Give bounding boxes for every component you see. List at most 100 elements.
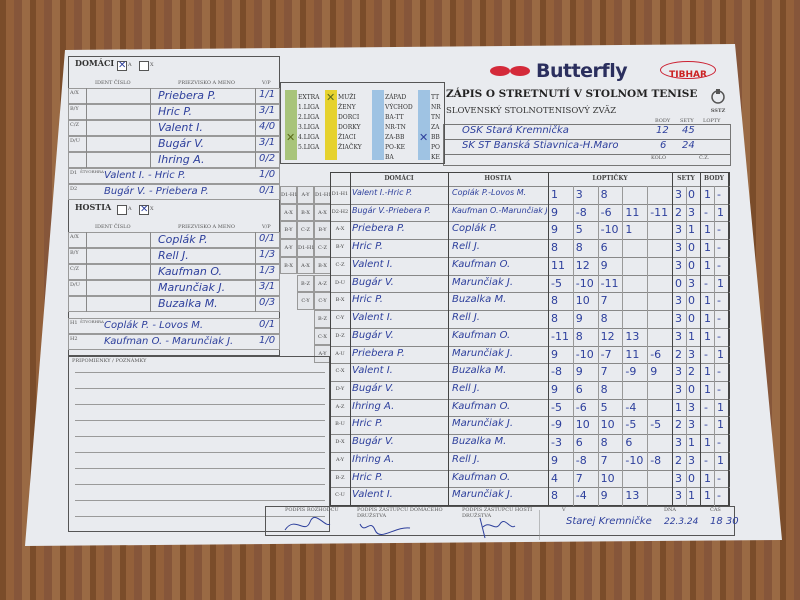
divider xyxy=(255,104,256,120)
match-point: - xyxy=(717,436,721,450)
match-point: - xyxy=(717,312,721,326)
divider xyxy=(86,136,87,152)
match-set-score: 9 xyxy=(575,312,583,326)
pairing-order-cell: A-Y xyxy=(280,239,297,257)
guest-player-name[interactable]: Rell J. xyxy=(158,249,189,262)
match-home-player: Priebera P. xyxy=(352,347,405,359)
guest-option-x-checkbox[interactable]: ✕ xyxy=(139,204,149,215)
guest-option-a-checkbox[interactable] xyxy=(117,205,127,215)
category-extra[interactable]: EXTRA xyxy=(298,94,320,101)
category-eny[interactable]: ŽENY xyxy=(338,104,356,111)
match-point: 1 xyxy=(717,276,724,290)
category-5liga[interactable]: 5.LIGA xyxy=(298,144,320,151)
category-batt[interactable]: BA-TT xyxy=(385,114,404,121)
category-po[interactable]: PO xyxy=(431,144,440,151)
match-set-score: 8 xyxy=(600,436,608,450)
category-nrtn[interactable]: NR-TN xyxy=(385,124,406,131)
home-player-name[interactable]: Valent I. xyxy=(158,121,203,134)
category-2liga[interactable]: 2.LIGA xyxy=(298,114,320,121)
guest-player-name[interactable]: Buzalka M. xyxy=(158,297,218,310)
guest-player-name[interactable]: Kaufman O. xyxy=(158,265,223,278)
notes-line xyxy=(75,500,325,501)
home-player-slot: D/U xyxy=(70,138,80,144)
category-iaci[interactable]: ŽIACI xyxy=(338,134,356,141)
divider xyxy=(255,232,256,248)
kolo-label: KOLO xyxy=(651,155,667,161)
home-doubles-pair[interactable]: Bugár V. - Priebera P. xyxy=(104,186,209,197)
category-nr[interactable]: NR xyxy=(431,104,441,111)
row-divider xyxy=(330,203,730,205)
federation-name: SLOVENSKÝ STOLNOTENISOVÝ ZVÄZ xyxy=(446,106,617,116)
match-set-score: -9 xyxy=(625,365,637,379)
guest-player-slot: B/Y xyxy=(70,250,79,256)
match-point: 1 xyxy=(704,365,711,379)
category-ba[interactable]: BA xyxy=(385,154,394,161)
federation-logo-text: SSTZ xyxy=(710,108,726,114)
tibhar-text: TIBHAR xyxy=(669,70,707,80)
match-header-guest: HOSTIA xyxy=(484,175,512,182)
match-home-player: Hric P. xyxy=(352,418,383,430)
match-guest-player: Marunčiak J. xyxy=(452,276,514,288)
guest-player-slot: A/X xyxy=(70,234,79,240)
home-option-a-checkbox[interactable]: ✕ xyxy=(117,60,127,71)
category-3liga[interactable]: 3.LIGA xyxy=(298,124,320,131)
category-1liga[interactable]: 1.LIGA xyxy=(298,104,320,111)
home-doubles-pair[interactable]: Valent I. - Hric P. xyxy=(104,170,186,181)
match-guest-player: Buzalka M. xyxy=(452,365,507,377)
row-divider xyxy=(330,186,730,187)
notes-label: PRIPOMIENKY / POZNÁMKY xyxy=(72,358,147,364)
category-mui[interactable]: MUŽI xyxy=(338,94,356,101)
match-sets-won: 3 xyxy=(688,400,695,414)
notes-box[interactable]: PRIPOMIENKY / POZNÁMKY xyxy=(68,356,330,532)
guest-doubles-pair[interactable]: Kaufman O. - Marunčiak J. xyxy=(104,336,234,347)
home-option-x-checkbox[interactable] xyxy=(139,61,149,71)
match-sets-won: 2 xyxy=(675,453,682,467)
tibhar-logo: TIBHAR xyxy=(660,61,716,80)
match-point: - xyxy=(717,365,721,379)
category-bb[interactable]: BB xyxy=(431,134,440,141)
match-set-score: 12 xyxy=(575,258,590,272)
category-dorky[interactable]: DORKY xyxy=(338,124,361,131)
federation-emblem-icon xyxy=(711,89,725,104)
category-dorci[interactable]: DORCI xyxy=(338,114,360,121)
match-sets-won: 1 xyxy=(675,400,682,414)
category-tn[interactable]: TN xyxy=(431,114,441,121)
category-4liga[interactable]: 4.LIGA xyxy=(298,134,320,141)
guest-doubles-pair[interactable]: Coplák P. - Lovos M. xyxy=(104,320,204,331)
home-ident-header: IDENT ČÍSLO xyxy=(95,80,131,86)
category-iaky[interactable]: ŽIAČKY xyxy=(338,144,362,151)
home-player-name[interactable]: Priebera P. xyxy=(158,89,217,102)
guest-player-name[interactable]: Marunčiak J. xyxy=(158,281,226,294)
ball-column-divider xyxy=(572,186,574,506)
category-ke[interactable]: KE xyxy=(431,154,440,161)
category-tt[interactable]: TT xyxy=(431,94,440,101)
category-color-bar xyxy=(325,90,337,160)
match-home-player: Bugár V. xyxy=(352,329,394,341)
match-set-score: 3 xyxy=(575,188,583,201)
divider xyxy=(86,120,87,136)
match-set-score: 10 xyxy=(575,418,590,432)
home-player-name[interactable]: Hric P. xyxy=(158,105,193,118)
match-set-score: 8 xyxy=(600,312,608,326)
home-player-name[interactable]: Bugár V. xyxy=(158,137,205,150)
category-poke[interactable]: PO-KE xyxy=(385,144,406,151)
match-sets-won: 3 xyxy=(675,241,682,255)
home-rep-signature xyxy=(359,523,411,535)
category-vchod[interactable]: VÝCHOD xyxy=(385,104,413,111)
category-zabb[interactable]: ZA-BB xyxy=(385,134,405,141)
home-team-body: 12 xyxy=(656,125,669,136)
match-guest-player: Rell J. xyxy=(452,312,480,324)
pairing-order-cell: B-Z xyxy=(297,274,314,293)
match-set-score: 8 xyxy=(600,382,608,396)
match-set-score: 6 xyxy=(625,436,633,450)
match-point: 1 xyxy=(717,347,724,361)
guest-player-name[interactable]: Coplák P. xyxy=(158,233,208,246)
match-set-score: 1 xyxy=(551,188,558,201)
category-zpad[interactable]: ZÁPAD xyxy=(385,94,407,101)
home-name-header: PRIEZVISKO A MENO xyxy=(178,80,235,86)
home-player-name[interactable]: Ihring A. xyxy=(158,153,205,166)
body-header: BODY xyxy=(655,118,671,124)
guest-title: HOSTIA xyxy=(75,202,112,212)
match-set-score: -8 xyxy=(575,453,587,467)
category-za[interactable]: ZA xyxy=(431,124,440,131)
